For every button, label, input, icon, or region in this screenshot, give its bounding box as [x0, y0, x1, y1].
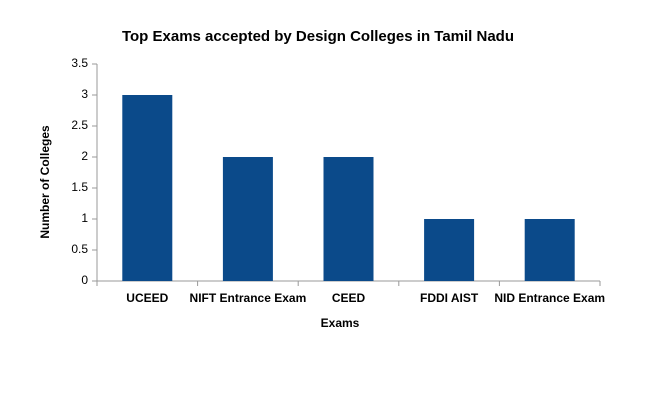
bar [122, 95, 173, 281]
y-tick-label: 1 [81, 211, 88, 225]
bar [424, 219, 475, 281]
x-tick-label: UCEED [126, 291, 168, 305]
x-tick-label: CEED [332, 291, 366, 305]
y-tick-label: 2 [81, 149, 88, 163]
chart-title: Top Exams accepted by Design Colleges in… [122, 28, 514, 45]
x-tick-label: FDDI AIST [420, 291, 479, 305]
bar [524, 219, 575, 281]
x-tick-label: NID Entrance Exam [494, 291, 605, 305]
x-axis-label: Exams [321, 316, 360, 330]
x-tick-label: NIFT Entrance Exam [190, 291, 307, 305]
y-tick-label: 3 [81, 87, 88, 101]
y-tick-label: 2.5 [71, 118, 88, 132]
y-axis-label: Number of Colleges [38, 125, 52, 239]
y-tick-label: 0.5 [71, 242, 88, 256]
y-tick-label: 0 [81, 273, 88, 287]
bar [323, 157, 374, 281]
bar [222, 157, 273, 281]
y-tick-label: 1.5 [71, 180, 88, 194]
y-tick-label: 3.5 [71, 56, 88, 70]
